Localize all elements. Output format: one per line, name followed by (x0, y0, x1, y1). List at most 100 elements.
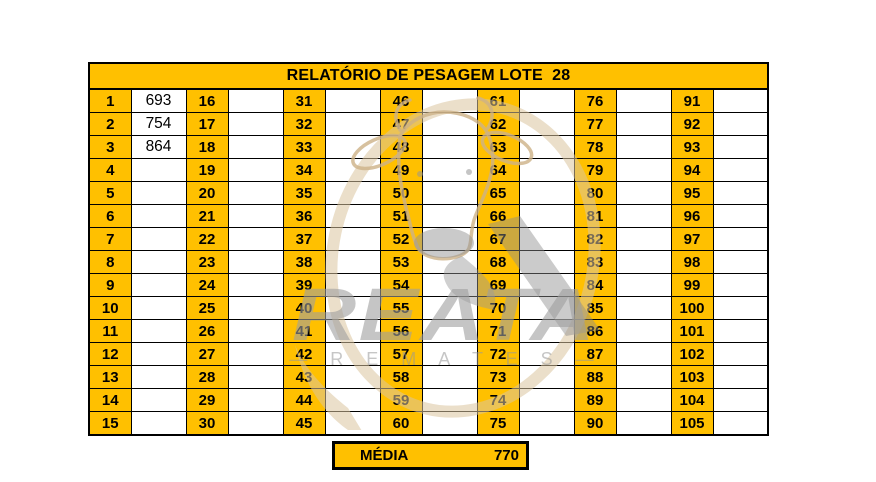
table-row: 9 24 39 54 69 84 99 (88, 273, 769, 297)
weight-value-cell (324, 158, 381, 182)
lot-number-cell: 52 (379, 227, 423, 251)
lot-number-cell: 19 (185, 158, 229, 182)
weight-value-cell (712, 158, 769, 182)
lot-number-cell: 46 (379, 88, 423, 113)
lot-number-cell: 66 (476, 204, 520, 228)
weight-value-cell (421, 112, 478, 136)
lot-number-cell: 51 (379, 204, 423, 228)
lot-number-cell: 14 (88, 388, 132, 412)
lot-number-cell: 31 (282, 88, 326, 113)
weight-value-cell (227, 319, 284, 343)
weight-value-cell (615, 273, 672, 297)
weight-value-cell (518, 112, 575, 136)
lot-number-cell: 43 (282, 365, 326, 389)
table-row: 6 21 36 51 66 81 96 (88, 204, 769, 228)
weight-value-cell (130, 227, 187, 251)
lot-number-cell: 64 (476, 158, 520, 182)
lot-number-cell: 82 (573, 227, 617, 251)
lot-number-cell: 77 (573, 112, 617, 136)
lot-number-cell: 60 (379, 411, 423, 436)
weight-value-cell (227, 88, 284, 113)
lot-number-cell: 22 (185, 227, 229, 251)
average-row: MÉDIA 770 (332, 441, 529, 470)
table-header-row: RELATÓRIO DE PESAGEM LOTE 28 (88, 62, 769, 90)
lot-number-cell: 63 (476, 135, 520, 159)
lot-number-cell: 55 (379, 296, 423, 320)
weight-value-cell (324, 273, 381, 297)
lot-number-cell: 84 (573, 273, 617, 297)
lot-number-cell: 33 (282, 135, 326, 159)
lot-number-cell: 102 (670, 342, 714, 366)
weight-value-cell (421, 411, 478, 436)
table-row: 13 28 43 58 73 88 103 (88, 365, 769, 389)
weight-value-cell (324, 181, 381, 205)
weight-value-cell (227, 158, 284, 182)
weight-value-cell (421, 158, 478, 182)
lot-number-cell: 72 (476, 342, 520, 366)
weight-value-cell (421, 204, 478, 228)
lot-number-cell: 34 (282, 158, 326, 182)
weight-value-cell (324, 135, 381, 159)
lot-number-cell: 42 (282, 342, 326, 366)
lot-number-cell: 83 (573, 250, 617, 274)
lot-number-cell: 45 (282, 411, 326, 436)
lot-number-cell: 71 (476, 319, 520, 343)
lot-number-cell: 100 (670, 296, 714, 320)
weight-value-cell (421, 388, 478, 412)
weight-value-cell (227, 181, 284, 205)
weight-value-cell (712, 135, 769, 159)
lot-number-cell: 2 (88, 112, 132, 136)
weight-value-cell (324, 342, 381, 366)
lot-number-cell: 54 (379, 273, 423, 297)
lot-number-cell: 57 (379, 342, 423, 366)
weight-value-cell (518, 204, 575, 228)
lot-number-cell: 35 (282, 181, 326, 205)
lot-number-cell: 105 (670, 411, 714, 436)
weight-value-cell (712, 388, 769, 412)
table-row: 10 25 40 55 70 85 100 (88, 296, 769, 320)
lot-number-cell: 10 (88, 296, 132, 320)
lot-number-cell: 53 (379, 250, 423, 274)
weight-value-cell (421, 135, 478, 159)
lot-number-cell: 89 (573, 388, 617, 412)
weight-value-cell (227, 204, 284, 228)
weight-value-cell (324, 411, 381, 436)
weight-value-cell (615, 319, 672, 343)
weight-value-cell (712, 342, 769, 366)
lot-number-cell: 7 (88, 227, 132, 251)
lot-number-cell: 24 (185, 273, 229, 297)
lot-number-cell: 20 (185, 181, 229, 205)
weight-value-cell (324, 250, 381, 274)
lot-number-cell: 67 (476, 227, 520, 251)
table-row: 12 27 42 57 72 87 102 (88, 342, 769, 366)
lot-number-cell: 58 (379, 365, 423, 389)
weight-value-cell (712, 88, 769, 113)
weight-value-cell (712, 227, 769, 251)
lot-number-cell: 13 (88, 365, 132, 389)
weight-value-cell (518, 388, 575, 412)
average-value: 770 (493, 447, 519, 464)
weight-value-cell (615, 158, 672, 182)
weight-value-cell (130, 342, 187, 366)
lot-number-cell: 17 (185, 112, 229, 136)
weight-value-cell (712, 204, 769, 228)
weight-value-cell (615, 227, 672, 251)
weight-value-cell (712, 296, 769, 320)
lot-number-cell: 88 (573, 365, 617, 389)
lot-number-cell: 37 (282, 227, 326, 251)
lot-number-cell: 15 (88, 411, 132, 436)
lot-number-cell: 5 (88, 181, 132, 205)
weight-value-cell (421, 342, 478, 366)
lot-number-cell: 32 (282, 112, 326, 136)
weight-value-cell (130, 181, 187, 205)
weight-value-cell (518, 88, 575, 113)
lot-number-cell: 3 (88, 135, 132, 159)
weight-value-cell (421, 365, 478, 389)
weight-value-cell (518, 411, 575, 436)
lot-number-cell: 49 (379, 158, 423, 182)
lot-number-cell: 85 (573, 296, 617, 320)
weight-value-cell (227, 342, 284, 366)
lot-number-cell: 9 (88, 273, 132, 297)
weight-value-cell (227, 227, 284, 251)
weight-value-cell (518, 342, 575, 366)
